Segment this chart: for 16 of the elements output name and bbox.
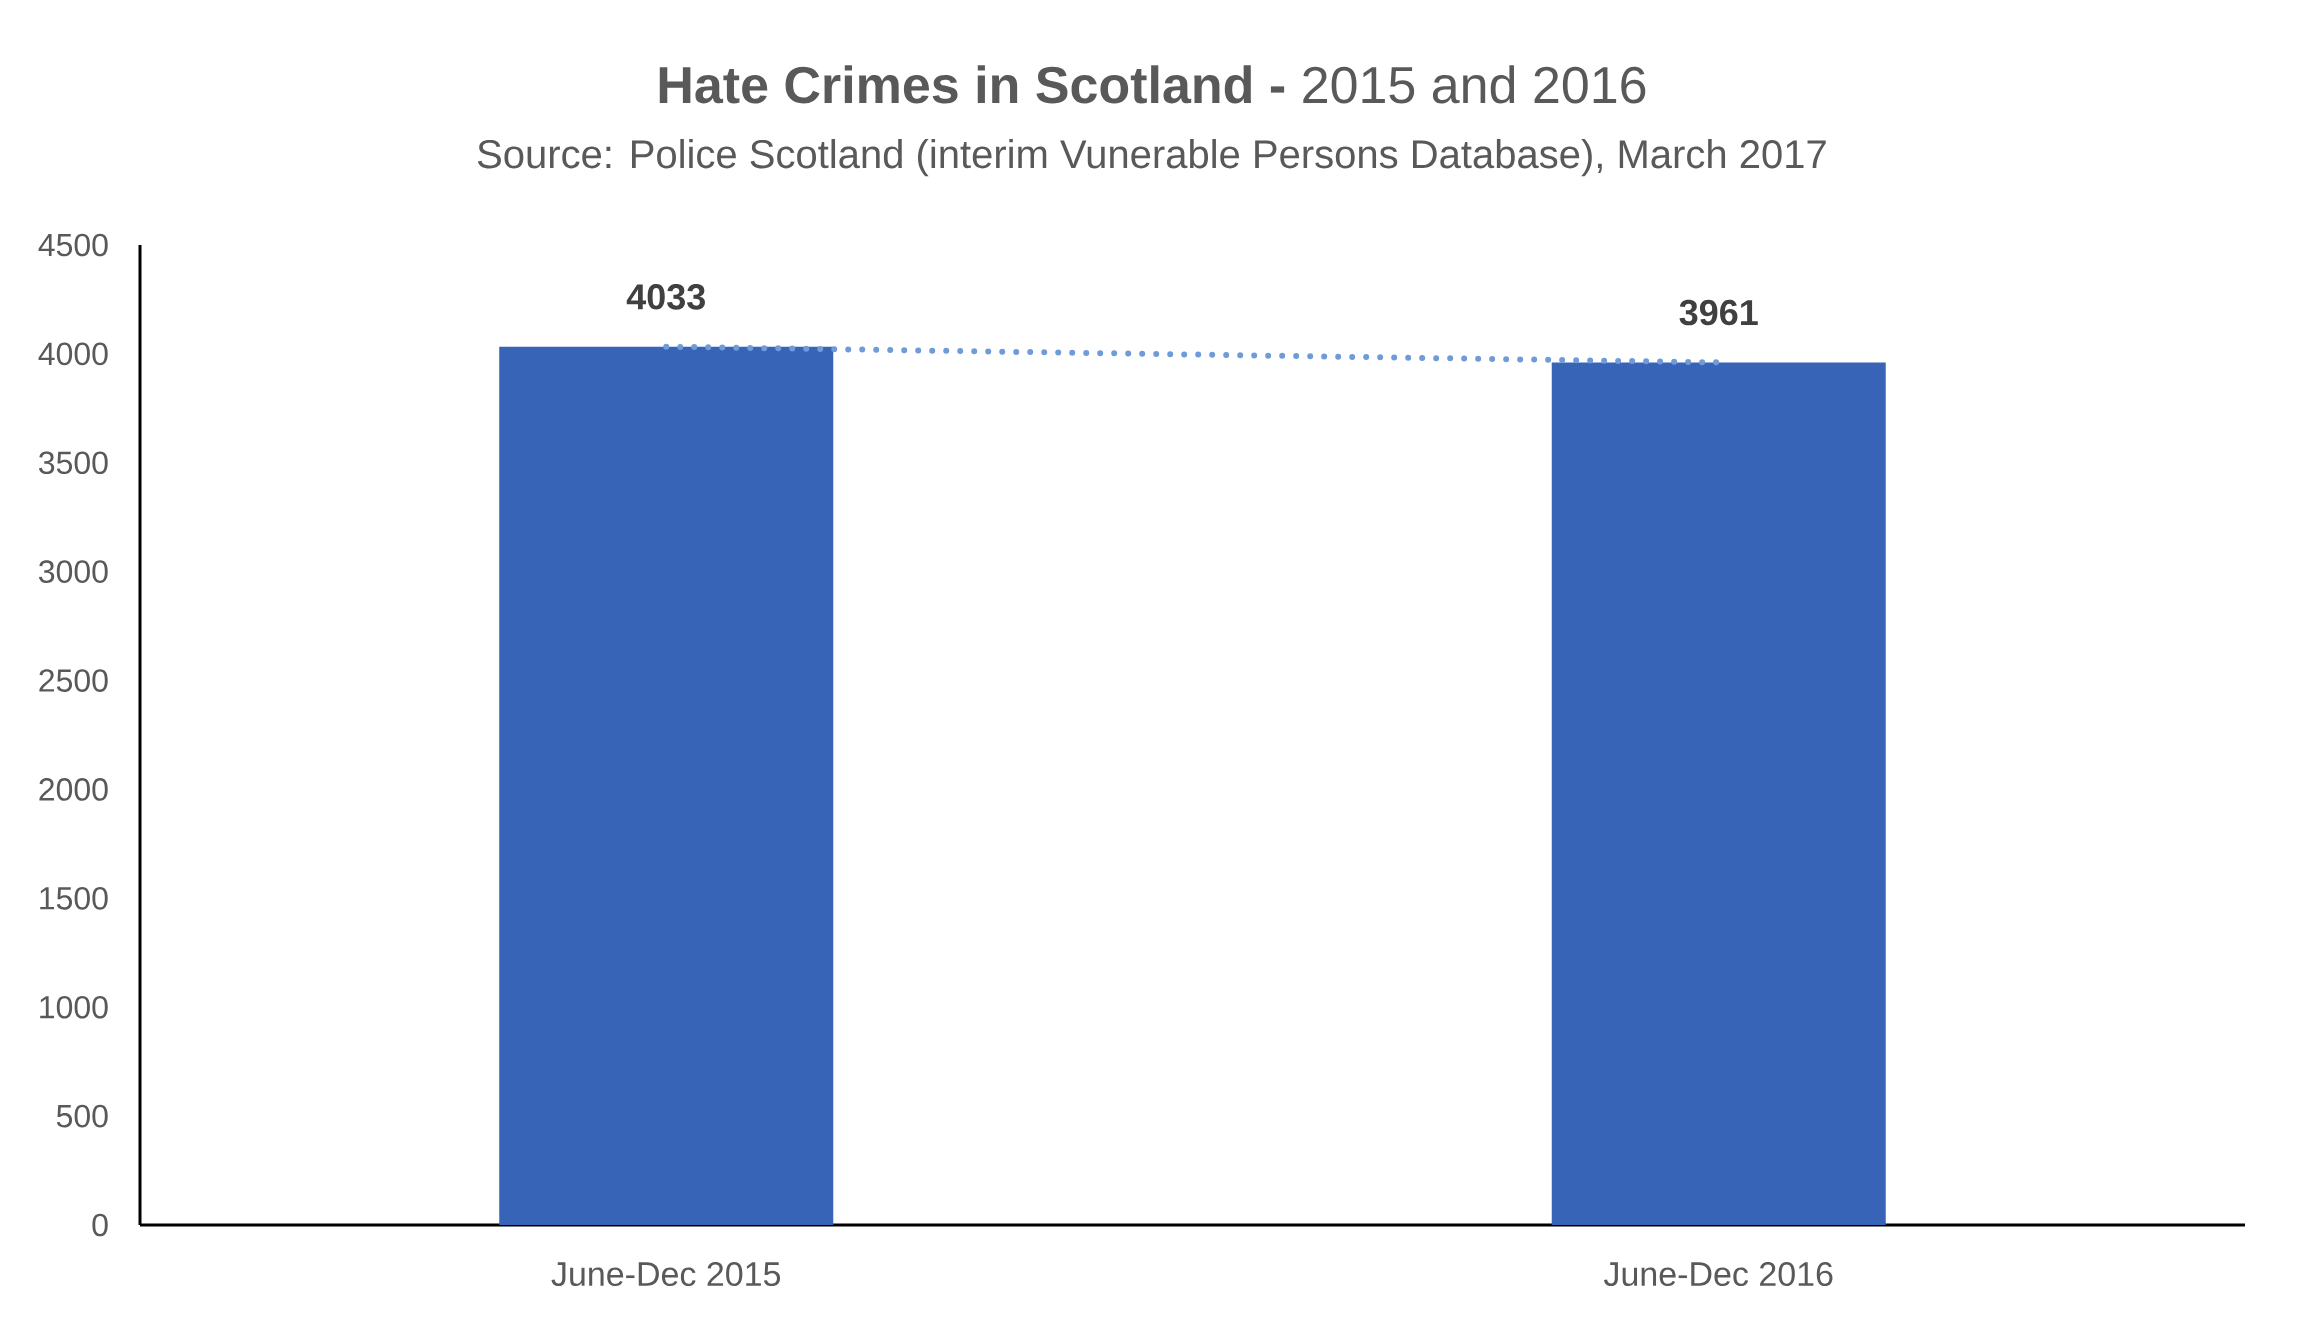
y-tick-label: 4500: [38, 233, 108, 257]
chart-title: Hate Crimes in Scotland - 2015 and 2016: [659, 65, 1646, 104]
data-label: 3961: [1679, 299, 1758, 326]
x-tick-label: June-Dec 2016: [1603, 1262, 1833, 1287]
y-tick-label: 4000: [38, 342, 108, 366]
data-label: 4033: [626, 284, 705, 310]
y-tick-label: 2000: [39, 778, 108, 801]
y-tick-label: 1000: [40, 995, 108, 1019]
y-tick-label: 1500: [40, 887, 108, 910]
x-tick-label: June-Dec 2015: [551, 1262, 781, 1287]
chart-subtitle: Source: Police Scotland (interim Vunerable Persons Database), March 2017: [477, 138, 1826, 177]
y-tick-label: 2500: [39, 669, 108, 692]
y-tick-label: 500: [56, 1104, 108, 1128]
y-tick-label: 0: [92, 1213, 108, 1237]
y-tick-label: 3000: [38, 560, 108, 583]
y-tick-label: 3500: [38, 451, 108, 475]
